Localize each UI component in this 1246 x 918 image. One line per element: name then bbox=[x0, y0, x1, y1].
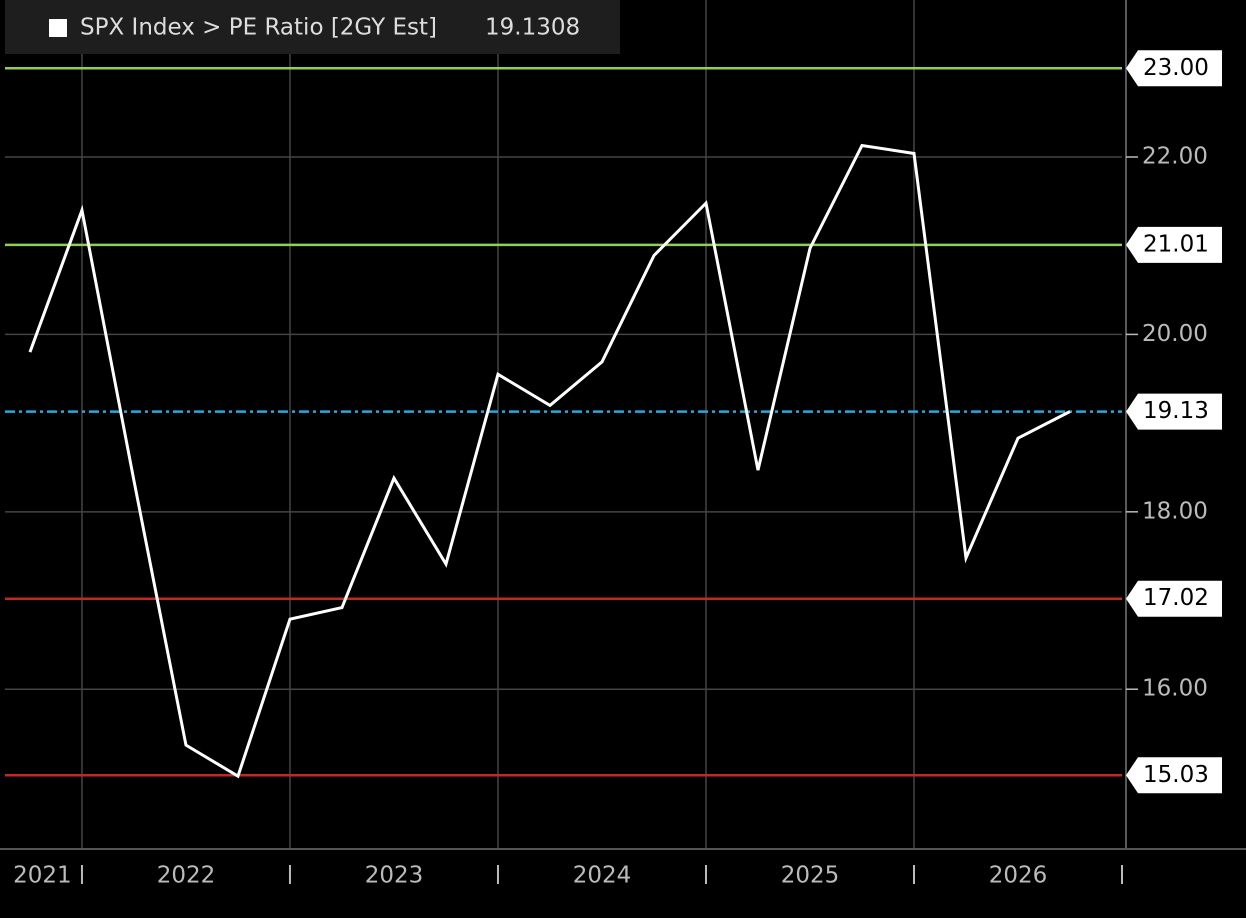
y-tick-label: 20.00 bbox=[1142, 321, 1208, 347]
reference-flag bbox=[1126, 580, 1222, 617]
x-tick-label: 2022 bbox=[157, 863, 216, 889]
title-box bbox=[5, 0, 620, 54]
chart-title: SPX Index > PE Ratio [2GY Est] bbox=[80, 15, 437, 41]
legend-swatch bbox=[49, 19, 67, 37]
data-line bbox=[28, 143, 1071, 779]
last-value: 19.1308 bbox=[485, 15, 580, 41]
y-tick-label: 16.00 bbox=[1142, 676, 1208, 702]
reference-label: 23.00 bbox=[1143, 55, 1209, 81]
reference-label: 17.02 bbox=[1143, 585, 1209, 611]
x-tick-label: 2025 bbox=[781, 863, 840, 889]
y-tick-label: 22.00 bbox=[1142, 144, 1208, 170]
x-tick-label: 2024 bbox=[573, 863, 632, 889]
x-tick-label: 2026 bbox=[989, 863, 1048, 889]
x-tick-label: 2021 bbox=[13, 863, 72, 889]
reference-flag bbox=[1126, 50, 1222, 87]
reference-label: 21.01 bbox=[1143, 231, 1209, 257]
reference-label: 19.13 bbox=[1143, 398, 1209, 424]
reference-flag bbox=[1126, 757, 1222, 794]
reference-flag bbox=[1126, 226, 1222, 263]
reference-flag bbox=[1126, 393, 1222, 430]
reference-label: 15.03 bbox=[1143, 762, 1209, 788]
y-tick-label: 18.00 bbox=[1142, 498, 1208, 524]
x-tick-label: 2023 bbox=[365, 863, 424, 889]
